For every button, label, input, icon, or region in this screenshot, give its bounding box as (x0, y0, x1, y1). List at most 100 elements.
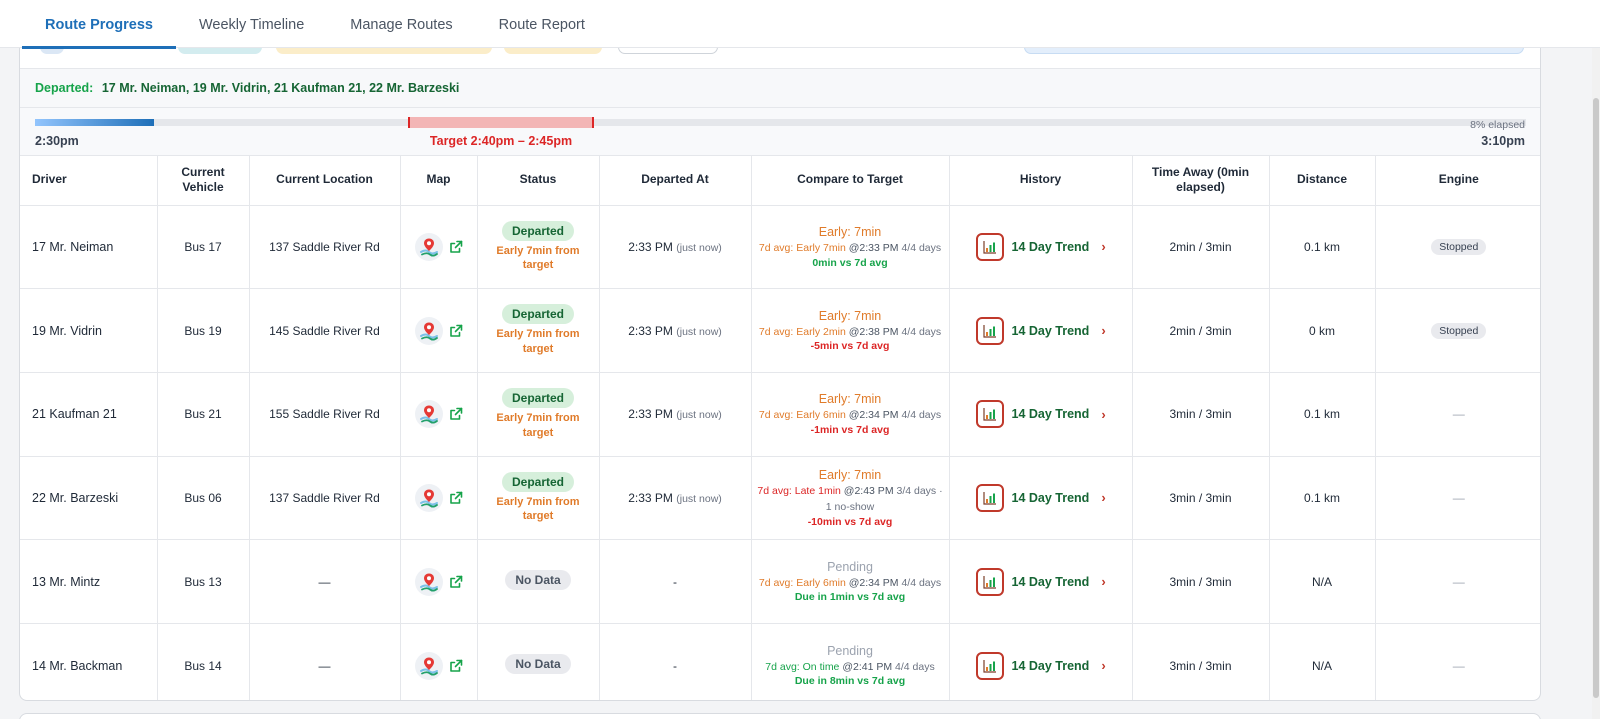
driver-name: 14 Mr. Backman (20, 623, 158, 700)
status-cell: Departed Early 7min from target (477, 372, 600, 457)
external-link-icon[interactable] (449, 407, 463, 421)
bar-chart-icon (975, 651, 1004, 680)
history-trend-link[interactable]: 14 Day Trend › (954, 232, 1128, 261)
compare-diff: Due in 1min vs 7d avg (794, 591, 906, 604)
route-progress-card: Departed: 17 Mr. Neiman, 19 Mr. Vidrin, … (19, 40, 1541, 701)
col-departed-at[interactable]: Departed At (599, 156, 752, 206)
table-row[interactable]: 14 Mr. Backman Bus 14 — (20, 623, 1540, 700)
avg-time: @2:33 PM (848, 241, 899, 254)
table-row[interactable]: 21 Kaufman 21 Bus 21 155 Saddle River Rd (20, 372, 1540, 457)
next-card (19, 713, 1541, 719)
current-location: — (249, 539, 401, 624)
table-row[interactable]: 22 Mr. Barzeski Bus 06 137 Saddle River … (20, 456, 1540, 541)
time-away: 3min / 3min (1132, 539, 1270, 624)
status-badge: Departed (501, 304, 574, 325)
compare-main: Pending (827, 559, 873, 574)
map-pin-icon[interactable] (414, 316, 443, 345)
scrollbar-thumb[interactable] (1593, 98, 1599, 698)
current-vehicle: Bus 06 (157, 456, 250, 541)
target-window-label: Target 2:40pm – 2:45pm (429, 134, 573, 148)
distance: 0.1 km (1269, 372, 1376, 457)
history-cell: 14 Day Trend › (949, 539, 1133, 624)
table-row[interactable]: 19 Mr. Vidrin Bus 19 145 Saddle River Rd (20, 288, 1540, 373)
history-trend-link[interactable]: 14 Day Trend › (954, 400, 1128, 429)
table-row[interactable]: 13 Mr. Mintz Bus 13 — (20, 539, 1540, 624)
external-link-icon[interactable] (449, 659, 463, 673)
history-cell: 14 Day Trend › (949, 623, 1133, 700)
departed-at: 2:33 PM (just now) (599, 372, 752, 457)
map-pin-icon[interactable] (414, 232, 443, 261)
map-pin-icon[interactable] (414, 400, 443, 429)
compare-7d-avg: 7d avg: Early 6min @2:34 PM 4/4 days (756, 408, 945, 424)
map-cell (400, 372, 478, 457)
current-vehicle: Bus 17 (157, 205, 250, 290)
driver-name: 13 Mr. Mintz (20, 539, 158, 624)
engine-cell: Stopped (1375, 288, 1540, 373)
external-link-icon[interactable] (449, 491, 463, 505)
target-window (408, 117, 594, 128)
compare-cell: Early: 7min 7d avg: Late 1min @2:43 PM 3… (751, 456, 950, 541)
col-current-vehicle[interactable]: Current Vehicle (157, 156, 250, 206)
status-badge: No Data (505, 570, 571, 591)
avg-days: 4/4 days (901, 576, 942, 589)
tab-weekly-timeline[interactable]: Weekly Timeline (198, 17, 305, 33)
time-away: 3min / 3min (1132, 372, 1270, 457)
avg-label: 7d avg: On time (765, 660, 840, 673)
status-badge: Departed (501, 387, 574, 408)
col-status[interactable]: Status (477, 156, 600, 206)
map-pin-icon[interactable] (414, 567, 443, 596)
status-cell: No Data (477, 539, 600, 624)
avg-label: 7d avg: Early 2min (758, 325, 846, 338)
map-pin-icon[interactable] (414, 483, 443, 512)
external-link-icon[interactable] (449, 575, 463, 589)
col-engine[interactable]: Engine (1375, 156, 1540, 206)
status-cell: Departed Early 7min from target (477, 205, 600, 290)
history-trend-link[interactable]: 14 Day Trend › (954, 651, 1128, 680)
bar-chart-icon (975, 567, 1004, 596)
tab-manage-routes[interactable]: Manage Routes (350, 17, 453, 33)
bar-chart-icon (975, 483, 1004, 512)
avg-days: 4/4 days (901, 241, 942, 254)
engine-cell: — (1375, 372, 1540, 457)
history-cell: 14 Day Trend › (949, 456, 1133, 541)
avg-time: @2:43 PM (843, 485, 894, 498)
time-away: 3min / 3min (1132, 456, 1270, 541)
chevron-right-icon: › (1101, 239, 1106, 255)
current-location: 145 Saddle River Rd (249, 288, 401, 373)
col-current-location[interactable]: Current Location (249, 156, 401, 206)
col-driver[interactable]: Driver (20, 156, 158, 206)
bar-chart-icon (975, 316, 1004, 345)
tab-route-report[interactable]: Route Report (498, 17, 585, 33)
route-progress-table: Driver Current Vehicle Current Location … (20, 156, 1540, 700)
timeline-start: 2:30pm (35, 134, 79, 148)
engine-cell: — (1375, 623, 1540, 700)
tab-route-progress[interactable]: Route Progress (22, 0, 176, 49)
bar-chart-icon (975, 400, 1004, 429)
departed-relative: (just now) (676, 409, 722, 422)
col-compare-to-target[interactable]: Compare to Target (751, 156, 950, 206)
current-vehicle: Bus 13 (157, 539, 250, 624)
distance: 0.1 km (1269, 456, 1376, 541)
departed-names: 17 Mr. Neiman, 19 Mr. Vidrin, 21 Kaufman… (101, 81, 460, 95)
col-time-away[interactable]: Time Away (0min elapsed) (1132, 156, 1270, 206)
history-trend-link[interactable]: 14 Day Trend › (954, 316, 1128, 345)
current-vehicle: Bus 19 (157, 288, 250, 373)
distance: N/A (1269, 539, 1376, 624)
current-location: 137 Saddle River Rd (249, 456, 401, 541)
external-link-icon[interactable] (449, 324, 463, 338)
col-distance[interactable]: Distance (1269, 156, 1376, 206)
history-trend-link[interactable]: 14 Day Trend › (954, 567, 1128, 596)
history-label: 14 Day Trend (1011, 407, 1090, 422)
departed-at: - (599, 623, 752, 700)
driver-name: 21 Kaufman 21 (20, 372, 158, 457)
map-cell (400, 539, 478, 624)
map-pin-icon[interactable] (414, 651, 443, 680)
external-link-icon[interactable] (449, 240, 463, 254)
departed-time: - (673, 658, 677, 673)
table-row[interactable]: 17 Mr. Neiman Bus 17 137 Saddle River Rd (20, 205, 1540, 290)
page-scrollbar[interactable] (1592, 48, 1600, 719)
departed-time: 2:33 PM (628, 490, 673, 505)
history-trend-link[interactable]: 14 Day Trend › (954, 483, 1128, 512)
engine-status: Stopped (1431, 322, 1487, 339)
driver-name: 17 Mr. Neiman (20, 205, 158, 290)
